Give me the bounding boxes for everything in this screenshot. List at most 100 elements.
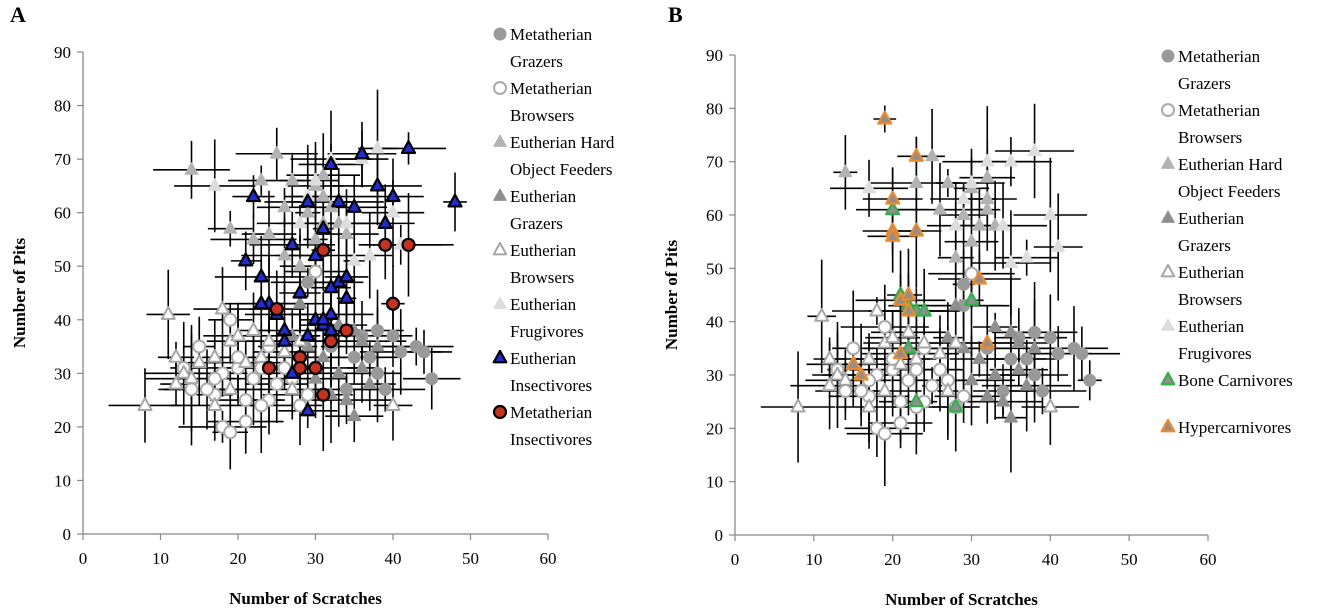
error-bars: [760, 103, 1121, 486]
data-point: [963, 291, 980, 306]
data-point: [339, 226, 354, 240]
data-point: [916, 302, 932, 317]
series-eutherian-browsers: [137, 300, 401, 411]
data-point: [885, 329, 901, 344]
data-point: [838, 164, 853, 178]
legend-label: Object Feeders: [510, 160, 612, 179]
data-point: [932, 201, 947, 215]
data-point: [964, 372, 979, 386]
legend-item: Hypercarnivores: [1160, 418, 1291, 437]
data-point: [1003, 409, 1018, 423]
data-point: [292, 295, 308, 309]
legend-marker: [492, 404, 508, 420]
x-tick-label: 30: [307, 549, 324, 568]
legend-item: Eutherian Browsers: [1160, 263, 1245, 309]
data-point: [308, 231, 323, 245]
data-point: [245, 188, 262, 203]
legend-item: Eutherian Hard Object Feeders: [493, 133, 615, 179]
data-point: [892, 345, 909, 360]
x-tick-label: 10: [805, 550, 822, 569]
legend-label: Metatherian: [1178, 101, 1261, 120]
legend-marker: [493, 134, 507, 147]
legend-label: Eutherian: [1178, 317, 1245, 336]
data-point: [1019, 377, 1034, 391]
data-point: [885, 227, 901, 242]
data-point: [948, 217, 963, 231]
data-point: [207, 348, 223, 363]
legend-label: Bone Carnivores: [1178, 371, 1293, 390]
data-point: [277, 199, 292, 213]
data-point: [790, 398, 806, 413]
data-point: [363, 350, 377, 364]
y-tick-label: 80: [706, 99, 723, 118]
data-point: [316, 167, 331, 181]
x-tick-label: 10: [152, 549, 169, 568]
legend-label: Browsers: [510, 106, 574, 125]
data-point: [980, 388, 995, 402]
data-point: [276, 332, 293, 347]
data-point: [386, 329, 400, 343]
data-point: [1035, 384, 1049, 398]
series-metatherian-insectivores: [261, 237, 416, 402]
data-point: [347, 253, 362, 266]
y-tick-label: 70: [706, 153, 723, 172]
y-tick-label: 60: [54, 204, 71, 223]
data-point: [972, 351, 987, 364]
data-point: [925, 378, 940, 393]
data-point: [308, 264, 323, 279]
legend-item: Metatherian Browsers: [1161, 101, 1261, 147]
data-point: [207, 178, 222, 191]
data-point: [845, 355, 861, 370]
legend: MetatherianGrazersMetatherianBrowsersEut…: [492, 25, 615, 449]
data-point: [400, 139, 417, 154]
data-point: [354, 145, 370, 160]
data-point: [1028, 325, 1042, 339]
data-point: [331, 193, 347, 208]
legend-marker: [1161, 156, 1175, 169]
data-point: [323, 306, 339, 320]
data-point: [230, 327, 246, 342]
data-point: [276, 343, 293, 358]
y-tick-label: 30: [706, 366, 723, 385]
data-point: [1011, 335, 1026, 348]
data-point: [956, 191, 971, 204]
y-tick-label: 20: [54, 418, 71, 437]
data-point: [371, 366, 384, 380]
y-tick-label: 60: [706, 206, 723, 225]
data-point: [354, 333, 370, 347]
data-point: [893, 394, 908, 409]
y-tick-label: 30: [54, 364, 71, 383]
data-point: [223, 425, 238, 440]
y-tick-label: 70: [54, 150, 71, 169]
data-point: [1028, 368, 1042, 382]
data-point: [425, 372, 439, 386]
legend-label: Insectivores: [510, 376, 592, 395]
data-point: [401, 237, 416, 252]
data-point: [339, 215, 354, 229]
data-point: [347, 350, 361, 364]
legend-label: Metatherian: [1178, 47, 1261, 66]
data-point: [948, 249, 963, 263]
legend-label: Eutherian: [510, 295, 577, 314]
data-point: [246, 371, 261, 386]
panel-letter: A: [10, 2, 26, 27]
data-point: [853, 366, 869, 381]
data-point: [285, 172, 300, 186]
x-tick-label: 0: [79, 549, 88, 568]
legend-label: Grazers: [510, 52, 563, 71]
legend-label: Eutherian Hard: [1178, 155, 1283, 174]
data-point: [385, 296, 401, 311]
legend-label: Grazers: [1178, 74, 1231, 93]
legend-marker: [493, 188, 507, 201]
data-point: [964, 233, 979, 247]
x-axis-title: Number of Scratches: [229, 589, 382, 608]
legend-marker: [1161, 318, 1175, 331]
data-point: [316, 349, 331, 363]
data-point: [1051, 239, 1066, 252]
legend-marker: [493, 27, 507, 41]
data-point: [964, 175, 979, 188]
data-point: [385, 397, 401, 411]
legend-label: Frugivores: [510, 322, 584, 341]
data-point: [254, 172, 269, 186]
